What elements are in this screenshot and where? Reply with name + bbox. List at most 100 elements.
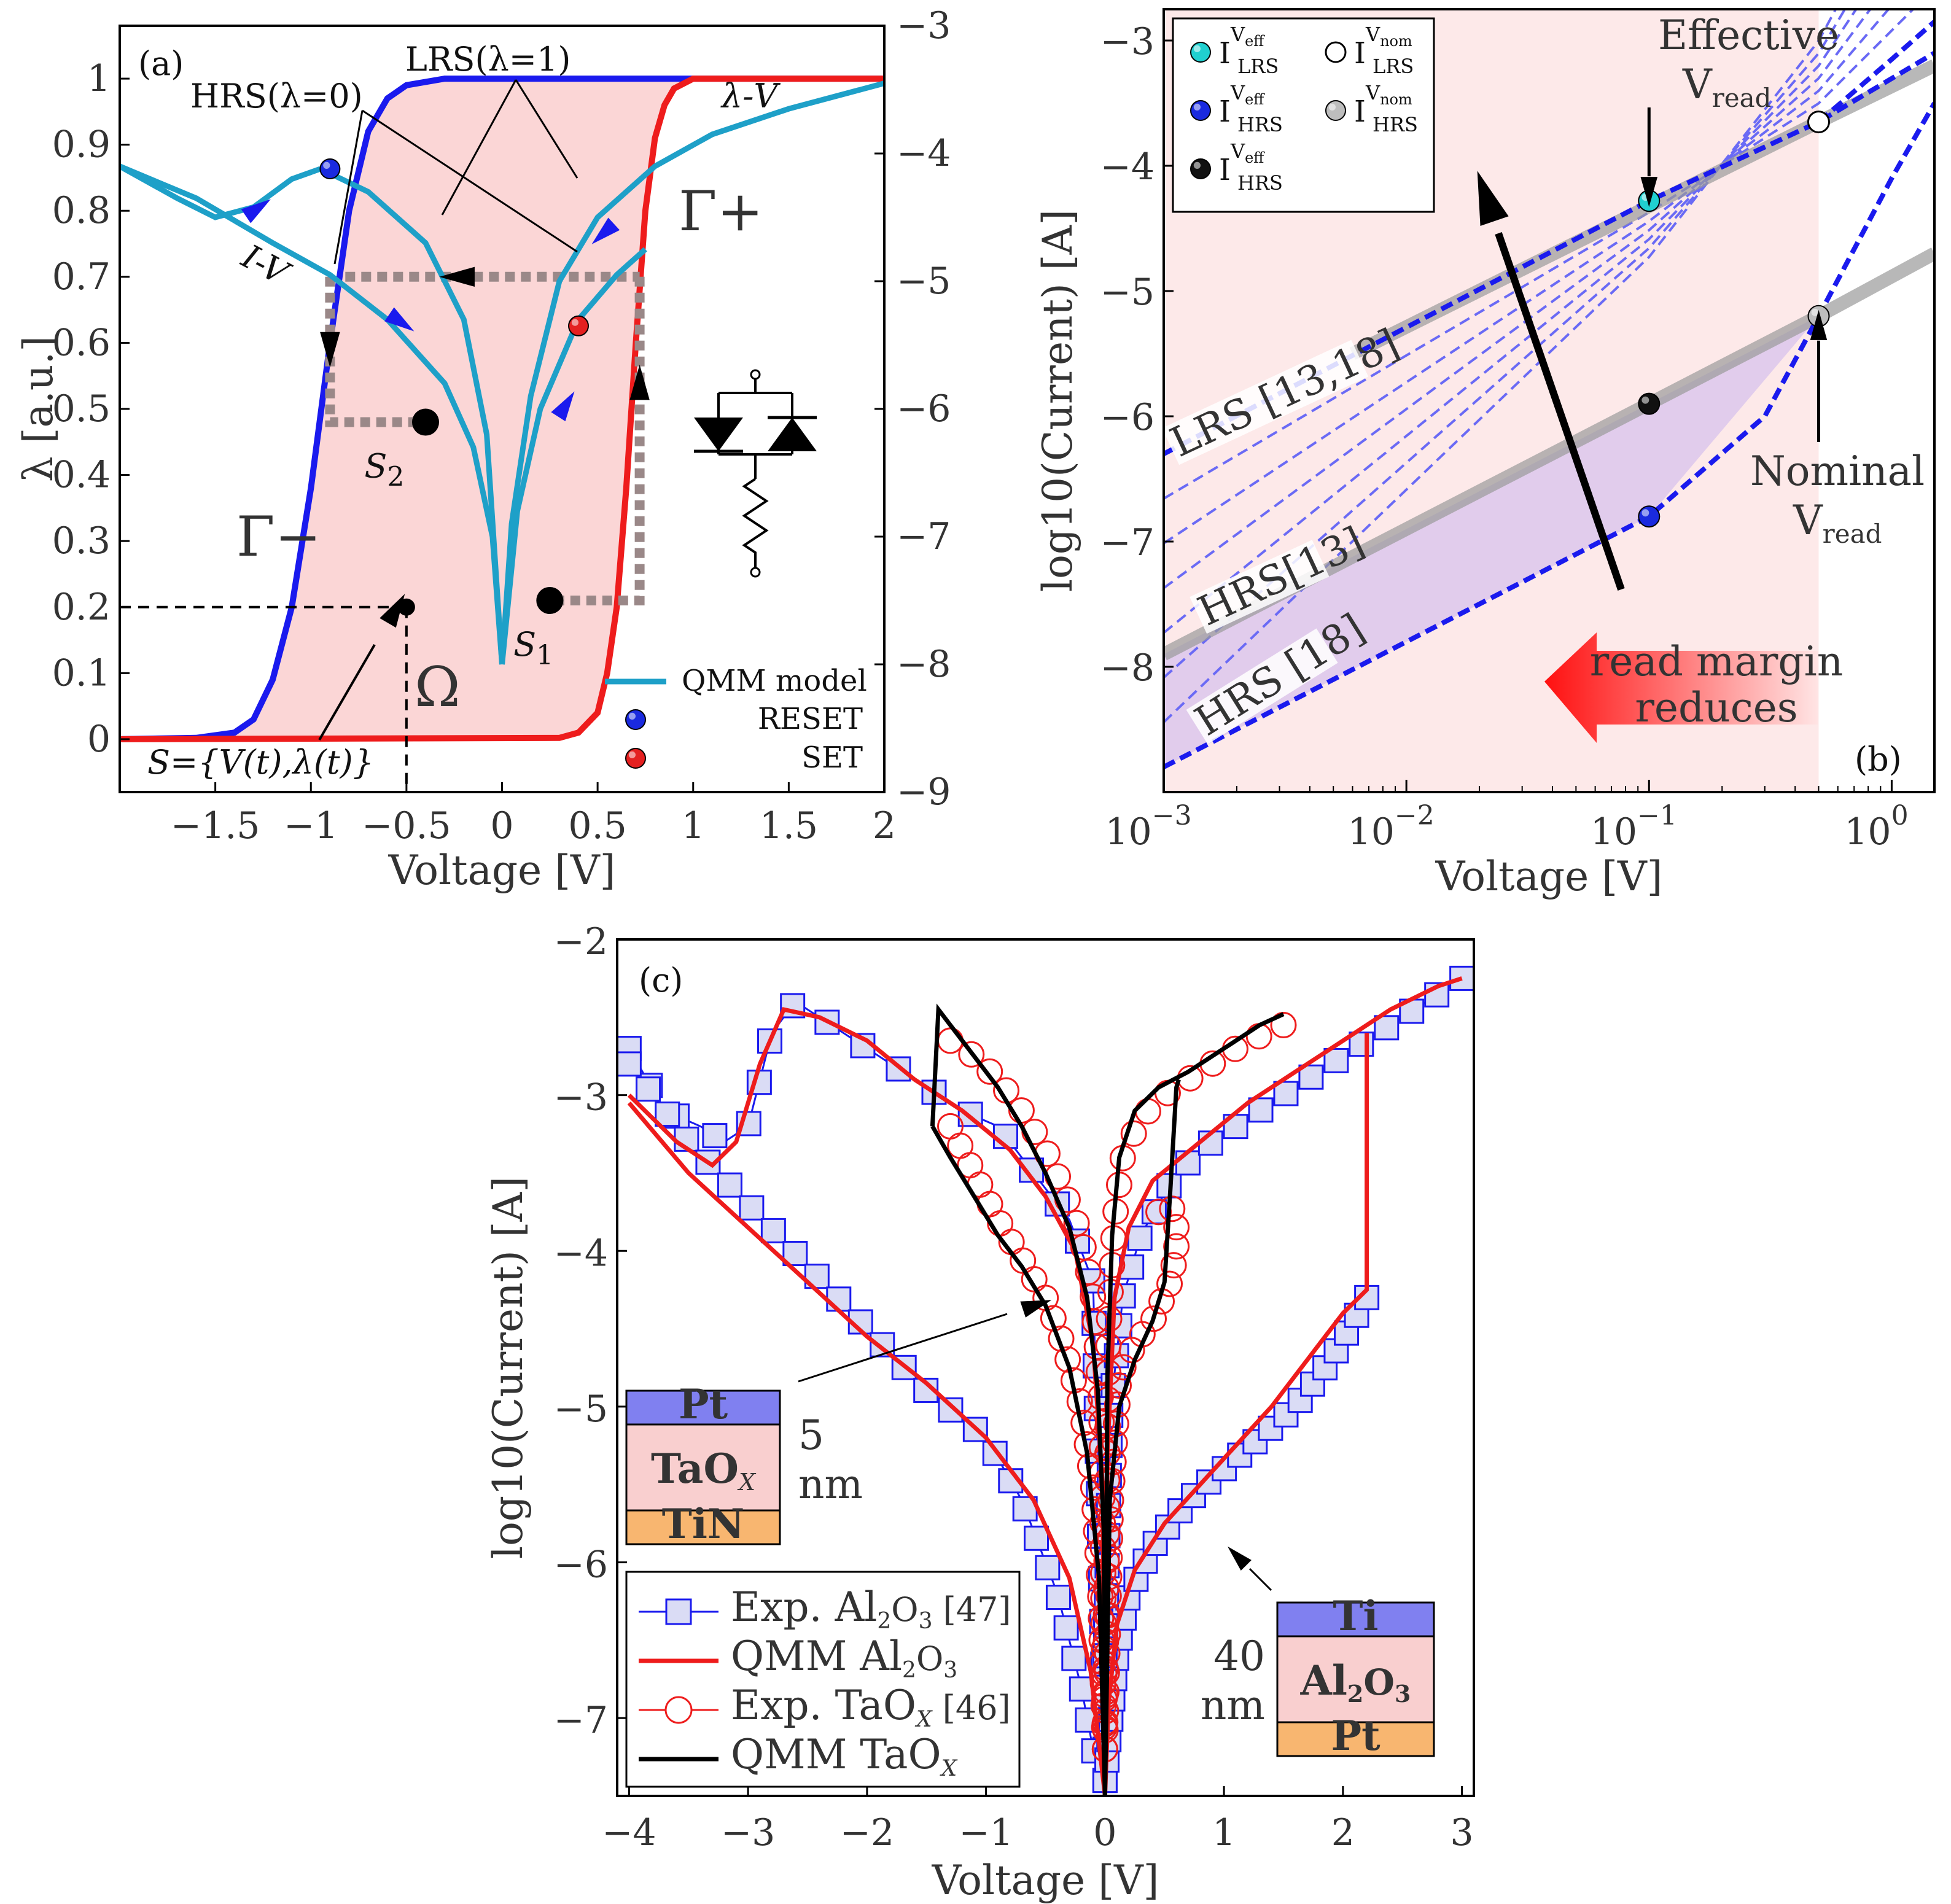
legend-marker-highlight (1328, 103, 1336, 111)
exp-al2o3-marker (1035, 1555, 1061, 1580)
x-tick-label: −4 (602, 1811, 656, 1854)
legend-set-marker (625, 748, 646, 769)
x-tick-label: 2 (873, 804, 896, 847)
y-tick-label: 0.3 (52, 519, 111, 562)
state-path-1 (550, 276, 645, 605)
stack-al2o3-top-label: Ti (1333, 1592, 1378, 1640)
x-tick-label: −1 (959, 1811, 1013, 1854)
y-axis-label: log10(Current) [A] (485, 1176, 532, 1559)
exp-al2o3-marker (1449, 965, 1474, 991)
annotation-state-def: S={V(t),λ(t)} (147, 743, 374, 782)
exp-taox-marker (1070, 1234, 1097, 1261)
diode-1 (694, 418, 743, 451)
legend-exp-al2o3-marker (665, 1598, 692, 1625)
point-lrs-vnom (1807, 111, 1830, 134)
exp-taox-marker (1163, 1233, 1190, 1260)
y2-tick-label: −7 (897, 515, 951, 558)
y-tick-label: 0.2 (52, 586, 111, 629)
x-tick-label: 10−3 (1105, 800, 1191, 853)
reset-point-highlight (323, 161, 330, 169)
exp-al2o3-marker (655, 1102, 680, 1127)
hrs-pointer (362, 109, 578, 253)
y-tick-label: 0 (87, 718, 111, 761)
exp-al2o3-marker (1273, 1081, 1299, 1106)
path-arrow-left (439, 266, 475, 287)
y-tick-label: −7 (554, 1699, 608, 1742)
exp-taox-marker (1134, 1098, 1161, 1125)
label-read-margin-1: read margin (1590, 638, 1844, 685)
legend-box-c (625, 1571, 1021, 1788)
x-axis-label: Voltage [V] (932, 1857, 1159, 1904)
exp-taox-marker (1120, 1120, 1147, 1147)
y-tick-label: 0.7 (52, 255, 111, 298)
state-path-0 (325, 276, 426, 427)
set-point-highlight (571, 319, 579, 326)
y-tick-label: −5 (554, 1388, 608, 1431)
legend-label: QMM TaOX (731, 1731, 958, 1781)
y-tick-label: −4 (1100, 146, 1155, 188)
legend-marker (1325, 41, 1347, 63)
legend-marker-highlight (1193, 103, 1201, 111)
intermediate-state-curve (1164, 9, 1847, 678)
hysteresis-region (120, 79, 884, 739)
gamma-minus-curve (120, 76, 884, 742)
stack-al2o3-bottom-label: Pt (1331, 1712, 1380, 1760)
label-s2: S2 (364, 447, 404, 493)
point-hrs-veff-black-highlight (1641, 396, 1649, 404)
al2o3-pointer-head (1227, 1546, 1252, 1571)
x-tick-label: 1 (1212, 1811, 1236, 1854)
x-axis-label: Voltage [V] (1435, 853, 1663, 900)
lrs-pointer (441, 79, 517, 216)
diode-2 (768, 418, 817, 451)
point-hrs-vnom-highlight (1811, 308, 1819, 316)
exp-taox-marker (1054, 1346, 1081, 1373)
legend-label: Exp. TaOX [46] (731, 1682, 1011, 1732)
annotation-lambda-v: λ-V (720, 77, 781, 115)
device-terminal-top (750, 369, 761, 380)
stack-taox-thickness-2: nm (798, 1461, 863, 1508)
y-tick-label: −6 (1100, 396, 1155, 439)
exp-taox-marker (1159, 1195, 1186, 1222)
exp-taox-marker (1163, 1214, 1190, 1241)
exp-al2o3-marker (636, 1076, 661, 1102)
label-read-margin-2: reduces (1635, 684, 1797, 731)
y-tick-label: −3 (554, 1076, 608, 1119)
legend-marker (1190, 158, 1211, 179)
y-tick-label: −3 (1100, 20, 1155, 63)
legend-reset-label: RESET (758, 702, 863, 736)
legend-label: Exp. Al2O3 [47] (731, 1583, 1011, 1634)
label-nominal-v: Vread (1793, 497, 1882, 549)
point-hrs-veff-black (1638, 392, 1661, 415)
iv-direction-arrow (591, 217, 620, 244)
qmm-al2o3-curve (627, 1102, 1107, 1796)
x-tick-label: −1.5 (171, 804, 260, 847)
state-pointer-head (380, 594, 405, 628)
plot-area-c (617, 965, 1474, 1796)
stack-taox-bottom-layer (625, 1509, 781, 1545)
point-hrs-veff-blue (1638, 505, 1661, 528)
device-terminal-bottom (750, 567, 761, 578)
plot-area-a (120, 76, 884, 742)
gamma-plus-curve (120, 76, 884, 742)
legend-marker (1190, 100, 1211, 121)
y-tick-label: 0.6 (52, 321, 111, 364)
qmm-al2o3-curve (627, 1007, 1107, 1796)
x-tick-label: 10−2 (1348, 800, 1435, 853)
y2-tick-label: −3 (897, 4, 951, 47)
exp-taox-marker (1156, 1270, 1183, 1297)
stack-taox-thickness-1: 5 (798, 1412, 824, 1459)
y-axis-label: λ [a.u.] (15, 336, 62, 482)
lrs-pointer (515, 79, 578, 179)
set-point (568, 315, 589, 336)
x-tick-label: −0.5 (362, 804, 451, 847)
qmm-taox-curve (930, 1125, 1107, 1796)
qmm-al2o3-curve (1102, 1033, 1369, 1796)
exp-al2o3-marker (1349, 1032, 1374, 1057)
y2-tick-label: −8 (897, 643, 951, 686)
x-tick-label: 0 (490, 804, 513, 847)
stack-taox-bottom-label: TiN (662, 1500, 745, 1548)
annotation-gamma-minus: Γ− (236, 505, 321, 569)
read-margin-arrow (1544, 632, 1818, 743)
